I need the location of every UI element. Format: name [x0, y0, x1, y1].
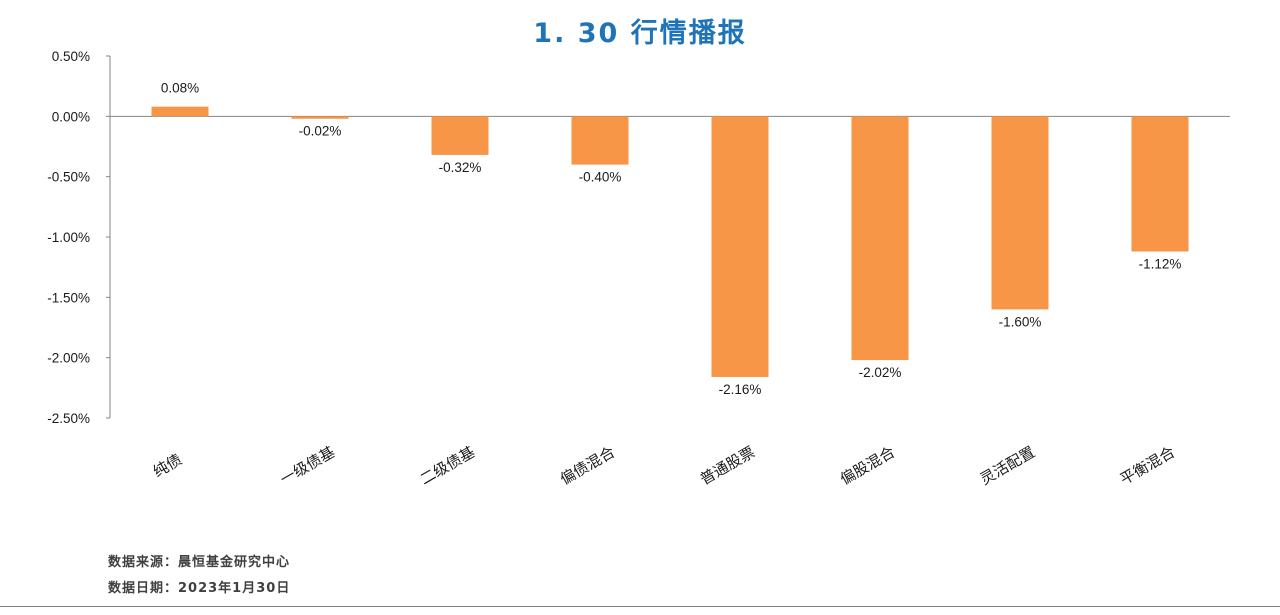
bars: [151, 106, 1189, 377]
bar-3: [571, 116, 629, 165]
category-label-6: 灵活配置: [977, 443, 1038, 489]
category-label-3: 偏债混合: [557, 443, 618, 489]
bar-7: [1131, 116, 1189, 252]
y-axis: 0.50% 0.00% -0.50% -1.00% -1.50% -2.00% -2.50%: [47, 49, 1230, 426]
data-label-7: -1.12%: [1139, 256, 1182, 271]
category-label-2: 二级债基: [417, 443, 478, 489]
y-tick-label: 0.50%: [52, 49, 90, 64]
category-label-1: 一级债基: [277, 443, 338, 489]
data-label-4: -2.16%: [719, 382, 762, 397]
bar-5: [851, 116, 909, 361]
y-tick-label: -2.00%: [47, 351, 90, 366]
y-tick-label: -1.50%: [47, 290, 90, 305]
data-date-note: 数据日期：2023年1月30日: [108, 581, 291, 596]
data-label-3: -0.40%: [579, 170, 622, 185]
chart-title: 1. 30 行情播报: [533, 17, 746, 49]
y-tick-label: 0.00%: [52, 109, 90, 124]
data-labels: 0.08% -0.02% -0.32% -0.40% -2.16% -2.02% -1.60…: [161, 81, 1182, 397]
category-label-7: 平衡混合: [1117, 443, 1178, 489]
y-tick-label: -1.00%: [47, 230, 90, 245]
category-label-4: 普通股票: [697, 443, 758, 489]
data-label-6: -1.60%: [999, 314, 1042, 329]
bar-6: [991, 116, 1049, 310]
bottom-divider: [0, 606, 1280, 607]
category-label-0: 纯债: [150, 450, 185, 481]
bar-2: [431, 116, 489, 155]
category-labels: 纯债 一级债基 二级债基 偏债混合 普通股票 偏股混合 灵活配置 平衡混合: [150, 443, 1178, 489]
data-source-note: 数据来源：晨恒基金研究中心: [108, 555, 291, 570]
y-tick-label: -2.50%: [47, 411, 90, 426]
y-tick-label: -0.50%: [47, 170, 90, 185]
data-label-2: -0.32%: [439, 160, 482, 175]
category-label-5: 偏股混合: [837, 443, 898, 489]
bar-0: [151, 106, 209, 117]
bar-1: [291, 116, 349, 119]
data-label-1: -0.02%: [299, 124, 342, 139]
data-label-5: -2.02%: [859, 365, 902, 380]
bar-4: [711, 116, 769, 377]
data-label-0: 0.08%: [161, 81, 199, 96]
